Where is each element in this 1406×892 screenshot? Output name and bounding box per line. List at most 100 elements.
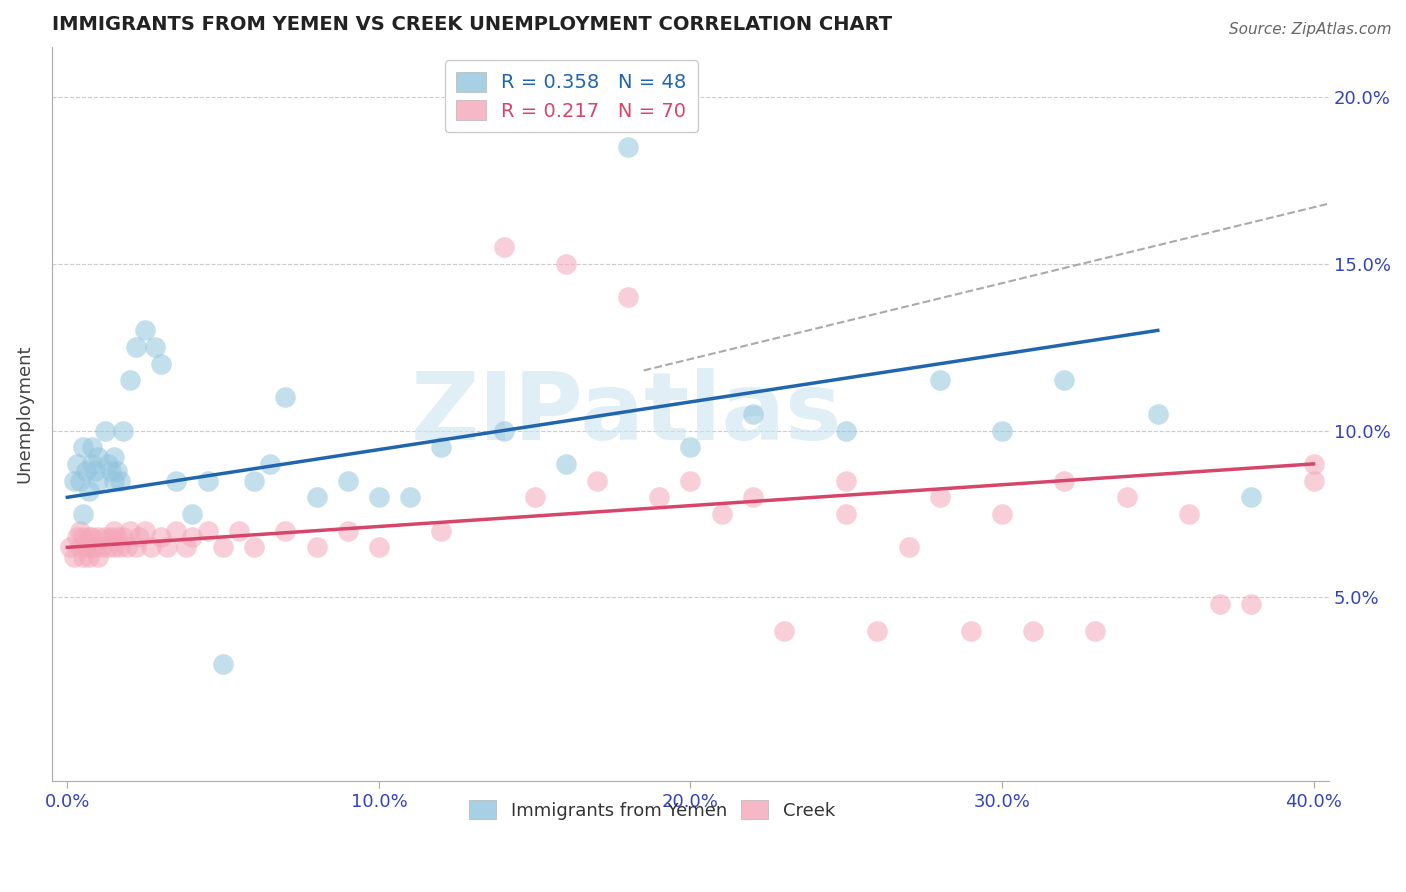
Point: [399, 490, 422, 504]
Point: [118, 524, 141, 538]
Point: [69, 541, 91, 555]
Point: [305, 490, 328, 504]
Point: [59, 541, 82, 555]
Point: [82, 440, 104, 454]
Point: [97, 541, 120, 555]
Point: [181, 530, 204, 544]
Point: [1240, 490, 1263, 504]
Point: [741, 490, 763, 504]
Point: [1053, 474, 1076, 488]
Point: [835, 507, 858, 521]
Point: [97, 457, 120, 471]
Point: [66, 530, 89, 544]
Point: [197, 474, 219, 488]
Point: [62, 550, 84, 565]
Point: [336, 524, 359, 538]
Point: [62, 474, 84, 488]
Point: [367, 490, 389, 504]
Point: [143, 340, 166, 354]
Point: [84, 541, 107, 555]
Point: [866, 624, 889, 638]
Point: [960, 624, 983, 638]
Point: [617, 290, 640, 304]
Point: [90, 541, 112, 555]
Point: [243, 474, 266, 488]
Point: [103, 474, 125, 488]
Point: [72, 507, 94, 521]
Point: [554, 457, 576, 471]
Point: [586, 474, 609, 488]
Point: [93, 530, 115, 544]
Point: [125, 340, 148, 354]
Point: [648, 490, 671, 504]
Point: [84, 464, 107, 478]
Point: [141, 541, 163, 555]
Point: [156, 541, 179, 555]
Point: [274, 390, 297, 404]
Point: [305, 541, 328, 555]
Point: [181, 507, 204, 521]
Point: [991, 507, 1014, 521]
Point: [75, 464, 97, 478]
Point: [69, 474, 91, 488]
Point: [100, 530, 122, 544]
Point: [174, 541, 197, 555]
Point: [72, 530, 94, 544]
Point: [149, 530, 172, 544]
Point: [243, 541, 266, 555]
Point: [1302, 474, 1324, 488]
Point: [72, 550, 94, 565]
Point: [103, 541, 125, 555]
Point: [87, 530, 110, 544]
Point: [125, 541, 148, 555]
Point: [991, 424, 1014, 438]
Point: [523, 490, 546, 504]
Point: [336, 474, 359, 488]
Point: [103, 450, 125, 465]
Point: [212, 657, 235, 672]
Point: [87, 450, 110, 465]
Point: [773, 624, 796, 638]
Point: [228, 524, 250, 538]
Point: [100, 464, 122, 478]
Point: [110, 541, 132, 555]
Point: [149, 357, 172, 371]
Point: [77, 483, 100, 498]
Point: [105, 530, 128, 544]
Point: [1084, 624, 1107, 638]
Point: [1022, 624, 1045, 638]
Point: [741, 407, 763, 421]
Point: [1178, 507, 1201, 521]
Point: [367, 541, 389, 555]
Point: [212, 541, 235, 555]
Point: [1302, 457, 1324, 471]
Point: [77, 530, 100, 544]
Point: [82, 541, 104, 555]
Point: [492, 240, 515, 254]
Text: IMMIGRANTS FROM YEMEN VS CREEK UNEMPLOYMENT CORRELATION CHART: IMMIGRANTS FROM YEMEN VS CREEK UNEMPLOYM…: [52, 15, 891, 34]
Point: [679, 474, 702, 488]
Point: [928, 374, 950, 388]
Point: [93, 424, 115, 438]
Point: [617, 140, 640, 154]
Point: [165, 524, 187, 538]
Point: [554, 257, 576, 271]
Point: [1146, 407, 1168, 421]
Point: [105, 464, 128, 478]
Legend: Immigrants from Yemen, Creek: Immigrants from Yemen, Creek: [463, 793, 842, 827]
Point: [928, 490, 950, 504]
Y-axis label: Unemployment: Unemployment: [15, 344, 32, 483]
Point: [128, 530, 150, 544]
Point: [72, 440, 94, 454]
Point: [112, 424, 135, 438]
Point: [77, 550, 100, 565]
Point: [430, 524, 453, 538]
Point: [134, 524, 156, 538]
Text: Source: ZipAtlas.com: Source: ZipAtlas.com: [1229, 22, 1392, 37]
Point: [110, 474, 132, 488]
Text: ZIPatlas: ZIPatlas: [411, 368, 842, 460]
Point: [1240, 597, 1263, 611]
Point: [679, 440, 702, 454]
Point: [492, 424, 515, 438]
Point: [103, 524, 125, 538]
